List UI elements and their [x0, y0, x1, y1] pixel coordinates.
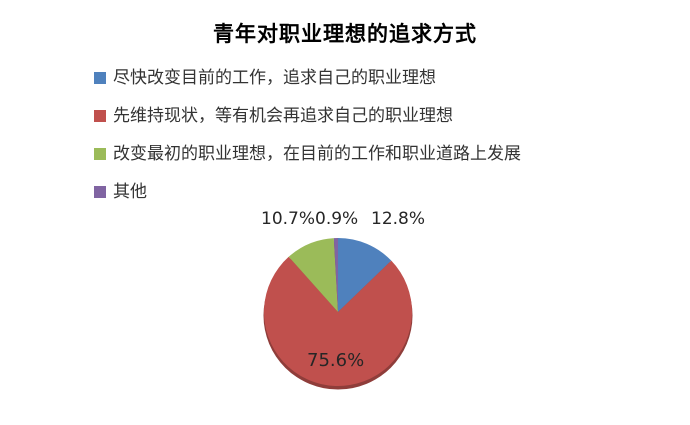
value-label-red-slice: 75.6% [307, 350, 365, 371]
pie-slice [333, 238, 338, 312]
legend-item-change-job: 尽快改变目前的工作，追求自己的职业理想 [94, 66, 521, 90]
legend-label: 尽快改变目前的工作，追求自己的职业理想 [113, 68, 436, 88]
pie-slice [288, 238, 338, 312]
chart-title: 青年对职业理想的追求方式 [213, 21, 477, 46]
legend-item-maintain-status: 先维持现状，等有机会再追求自己的职业理想 [94, 104, 521, 128]
pie-slice [338, 238, 392, 312]
value-label-purple-slice: 0.9% [315, 209, 359, 229]
pie-svg [263, 238, 413, 390]
legend-label: 其他 [113, 182, 147, 202]
legend-swatch-purple-icon [94, 186, 106, 198]
pie-slice [263, 256, 412, 386]
value-label-green-slice: 10.7% [261, 209, 316, 229]
legend-label: 改变最初的职业理想，在目前的工作和职业道路上发展 [113, 144, 521, 164]
value-label-blue-slice: 12.8% [371, 209, 426, 229]
legend-label: 先维持现状，等有机会再追求自己的职业理想 [113, 106, 453, 126]
legend-item-other: 其他 [94, 180, 521, 204]
pie-chart [253, 227, 423, 397]
pie-slices [263, 238, 412, 386]
legend-swatch-green-icon [94, 148, 106, 160]
legend-item-change-ideal: 改变最初的职业理想，在目前的工作和职业道路上发展 [94, 142, 521, 166]
legend-swatch-red-icon [94, 110, 106, 122]
legend-swatch-blue-icon [94, 72, 106, 84]
legend: 尽快改变目前的工作，追求自己的职业理想 先维持现状，等有机会再追求自己的职业理想… [94, 66, 521, 204]
